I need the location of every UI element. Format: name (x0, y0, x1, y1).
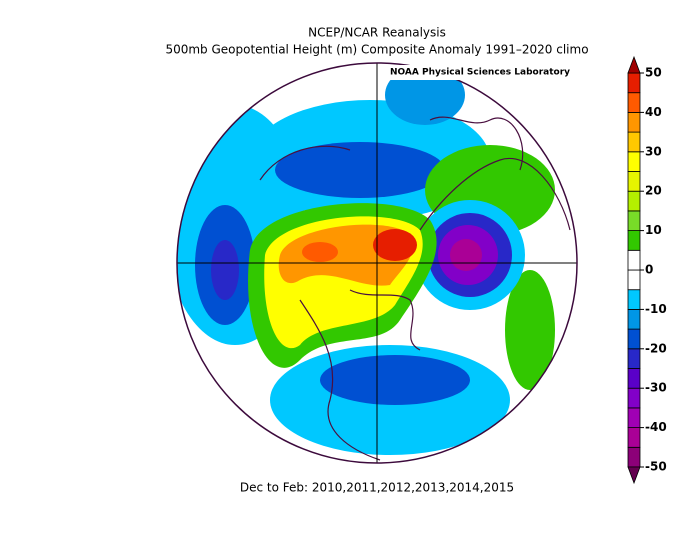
footer: Dec to Feb: 2010,2011,2012,2013,2014,201… (240, 481, 514, 495)
colorbar-segment (627, 407, 641, 428)
anomaly-area (320, 355, 470, 405)
credit: NOAA Physical Sciences Laboratory (390, 68, 570, 78)
colorbar-segment (627, 131, 641, 153)
colorbar-label: 30 (645, 144, 662, 158)
colorbar-segment (627, 210, 641, 231)
colorbar-segment (627, 171, 641, 192)
anomaly-area (505, 270, 555, 390)
colorbar-segment (627, 151, 641, 172)
colorbar-label: -50 (645, 460, 667, 474)
colorbar-over (627, 55, 641, 74)
anomaly-area (450, 239, 482, 271)
colorbar-segment (627, 348, 641, 369)
colorbar-segment (627, 230, 641, 251)
colorbar-segment (627, 72, 641, 94)
colorbar-segment (627, 328, 641, 350)
colorbar-label: -30 (645, 381, 667, 395)
colorbar-label: 0 (645, 263, 653, 277)
title: NCEP/NCAR Reanalysis (308, 26, 446, 40)
colorbar-label: 40 (645, 105, 662, 119)
colorbar-segment (627, 289, 641, 310)
colorbar-segment (627, 427, 641, 448)
colorbar-label: -40 (645, 420, 667, 434)
colorbar-segment (627, 92, 641, 113)
colorbar-segment (627, 368, 641, 389)
coastlines (259, 116, 571, 461)
credit-box (386, 65, 576, 80)
colorbar-segment (627, 190, 641, 212)
colorbar-label: 10 (645, 223, 662, 237)
anomaly-area (302, 242, 338, 262)
colorbar-segment (627, 269, 641, 291)
colorbar-segment (627, 446, 641, 468)
colorbar-segment (627, 387, 641, 409)
anomaly-area (373, 229, 417, 261)
anomaly-area (275, 142, 445, 198)
subtitle: 500mb Geopotential Height (m) Composite … (165, 43, 588, 57)
map (177, 63, 577, 463)
colorbar-label: -20 (645, 341, 667, 355)
colorbar-under (627, 466, 641, 485)
map-border (176, 62, 578, 464)
colorbar: 50 40 30 20 10 0 -10 -20 -30 -40 -50 (627, 55, 667, 485)
anomaly-area (211, 240, 239, 300)
colorbar-segment (627, 308, 641, 330)
colorbar-label: 50 (645, 66, 662, 80)
colorbar-label: 20 (645, 184, 662, 198)
colorbar-label: -10 (645, 302, 667, 316)
colorbar-segment (627, 249, 641, 271)
colorbar-segment (627, 112, 641, 133)
